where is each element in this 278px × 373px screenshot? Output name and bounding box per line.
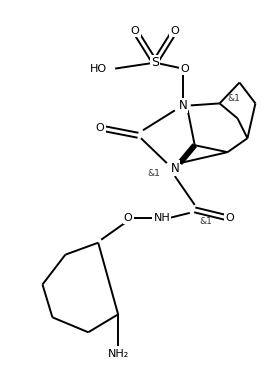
Text: O: O bbox=[170, 26, 179, 36]
Text: NH₂: NH₂ bbox=[108, 349, 129, 359]
Text: O: O bbox=[96, 123, 105, 133]
Text: O: O bbox=[180, 63, 189, 73]
Text: S: S bbox=[151, 56, 159, 69]
Text: HO: HO bbox=[90, 63, 107, 73]
Text: N: N bbox=[178, 99, 187, 112]
Text: &1: &1 bbox=[200, 217, 213, 226]
Text: O: O bbox=[225, 213, 234, 223]
Text: N: N bbox=[170, 162, 179, 175]
Text: O: O bbox=[124, 213, 132, 223]
Text: O: O bbox=[131, 26, 139, 36]
Text: &1: &1 bbox=[147, 169, 160, 178]
Text: NH: NH bbox=[153, 213, 170, 223]
Text: &1: &1 bbox=[228, 94, 240, 103]
